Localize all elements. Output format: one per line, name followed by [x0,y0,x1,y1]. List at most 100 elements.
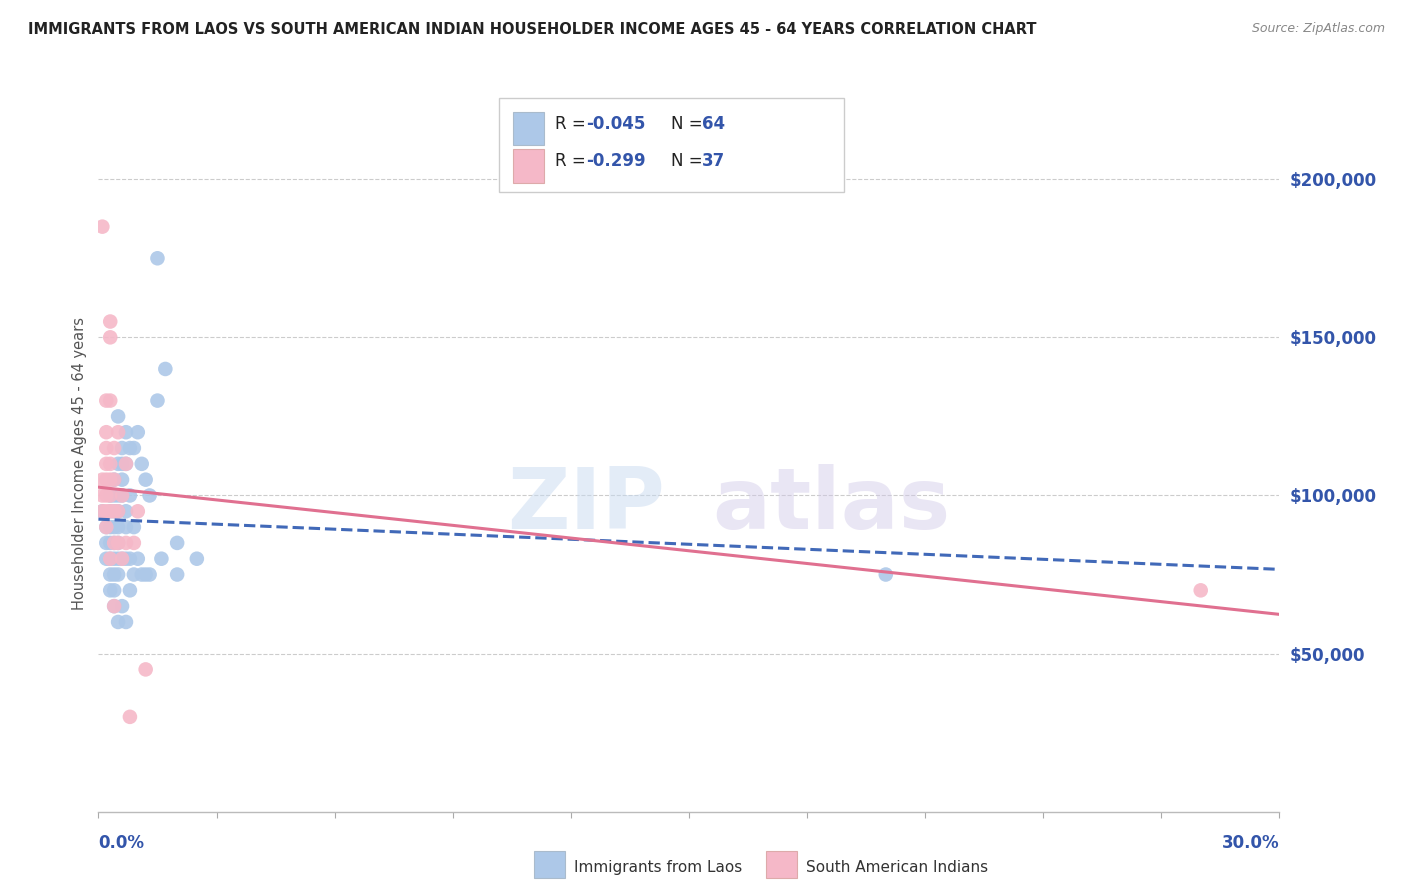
Point [103,504,125,518]
Point [107,409,129,424]
Point [107,551,129,566]
Point [115,520,138,534]
Point [135,473,157,487]
Point [107,504,129,518]
Point [122,441,145,455]
Point [96,473,118,487]
Point [155,362,177,376]
Point [115,504,138,518]
Point [107,457,129,471]
Point [107,520,129,534]
Point [96,441,118,455]
Point [103,473,125,487]
Point [115,425,138,440]
Text: R =: R = [555,153,592,170]
Point [107,488,129,502]
Point [111,457,134,471]
Point [107,567,129,582]
Point [122,567,145,582]
Point [96,488,118,502]
Point [127,504,149,518]
Point [107,425,129,440]
Point [118,441,141,455]
Point [131,457,153,471]
Point [103,536,125,550]
Point [96,504,118,518]
Text: South American Indians: South American Indians [806,860,988,874]
Point [98,504,121,518]
Point [131,567,153,582]
Point [186,551,208,566]
Point [111,441,134,455]
Point [127,551,149,566]
Point [875,567,897,582]
Point [98,473,121,487]
Point [103,473,125,487]
Point [103,520,125,534]
Point [103,551,125,566]
Text: Source: ZipAtlas.com: Source: ZipAtlas.com [1251,22,1385,36]
Point [107,504,129,518]
Point [1189,583,1212,598]
Text: R =: R = [555,115,592,133]
Point [127,425,149,440]
Point [103,599,125,614]
Point [115,615,138,629]
Point [103,488,125,502]
Point [96,520,118,534]
Point [107,615,129,629]
Point [98,520,121,534]
Point [96,520,118,534]
Point [96,393,118,408]
Point [96,425,118,440]
Point [98,504,121,518]
Point [103,536,125,550]
Point [146,393,169,408]
Text: N =: N = [671,115,707,133]
Text: ZIP: ZIP [508,464,665,547]
Point [98,314,121,328]
Point [111,488,134,502]
Point [115,536,138,550]
Point [150,551,173,566]
Point [98,536,121,550]
Text: atlas: atlas [713,464,950,547]
Text: 30.0%: 30.0% [1222,834,1279,852]
Point [115,457,138,471]
Point [166,567,188,582]
Point [98,488,121,502]
Point [98,488,121,502]
Point [98,330,121,344]
Point [103,567,125,582]
Text: -0.045: -0.045 [586,115,645,133]
Point [115,551,138,566]
Point [98,567,121,582]
Point [96,551,118,566]
Point [111,551,134,566]
Point [91,504,114,518]
Text: 37: 37 [702,153,725,170]
Point [166,536,188,550]
Text: N =: N = [671,153,707,170]
Point [118,551,141,566]
Point [98,551,121,566]
Point [91,473,114,487]
Point [103,441,125,455]
Point [138,488,160,502]
Point [122,520,145,534]
Point [91,219,114,234]
Text: IMMIGRANTS FROM LAOS VS SOUTH AMERICAN INDIAN HOUSEHOLDER INCOME AGES 45 - 64 YE: IMMIGRANTS FROM LAOS VS SOUTH AMERICAN I… [28,22,1036,37]
Point [135,567,157,582]
Point [111,599,134,614]
Point [98,457,121,471]
Point [91,504,114,518]
Point [138,567,160,582]
Text: Immigrants from Laos: Immigrants from Laos [574,860,742,874]
Point [118,710,141,724]
Point [107,536,129,550]
Point [135,662,157,676]
Point [103,504,125,518]
Point [111,551,134,566]
Point [111,488,134,502]
Point [96,457,118,471]
